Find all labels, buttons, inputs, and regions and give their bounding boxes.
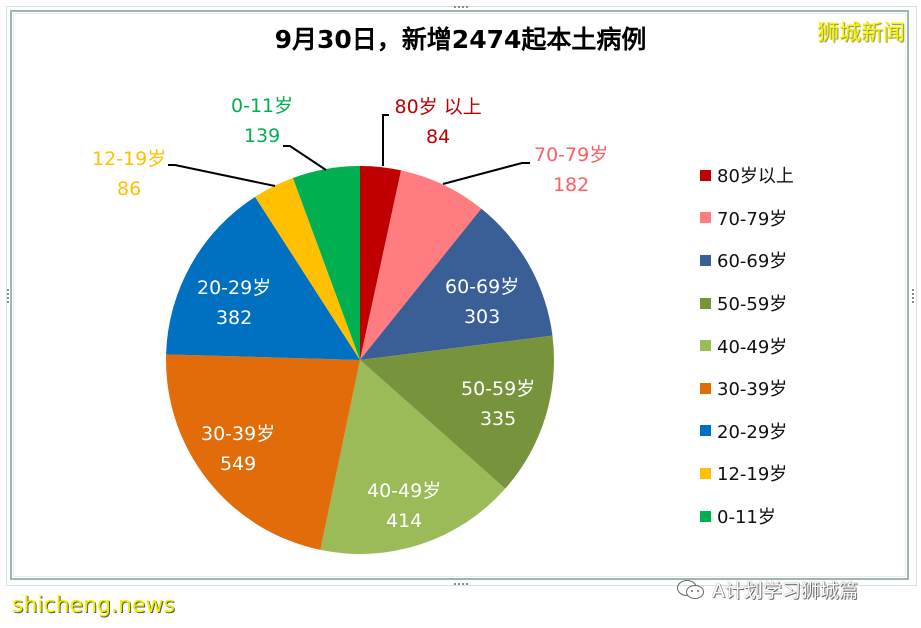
legend-item: 20-29岁 [700,410,794,453]
legend-label: 60-69岁 [717,251,788,273]
resize-handle-top[interactable] [454,6,468,8]
legend-swatch-icon [700,169,711,181]
legend-item: 0-11岁 [700,495,794,538]
watermark-bottom-left: shicheng.news [12,593,175,618]
data-label-category: 30-39岁 [201,423,276,445]
legend-swatch-icon [700,297,711,309]
data-label: 0-11岁 139 [231,91,293,151]
legend-swatch-icon [700,382,711,394]
data-label-value: 303 [463,306,501,328]
legend-label: 40-49岁 [717,336,788,358]
legend-label: 0-11岁 [717,507,776,529]
pie-slice [320,360,506,555]
legend-item: 12-19岁 [700,452,794,495]
leader-line [168,164,276,187]
watermark-top-right: 狮城新闻 [816,21,905,46]
data-label: 70-79岁 182 [534,140,608,200]
data-label-value: 86 [117,178,142,200]
pie-slice [166,196,360,360]
legend-item: 70-79岁 [700,197,794,240]
data-label-category: 12-19岁 [92,148,167,170]
data-label: 80岁 以上 84 [395,92,482,152]
data-label-value: 182 [552,174,590,196]
pie-slices [165,166,555,555]
data-label: 30-39岁 549 [201,419,275,479]
data-label-value: 382 [215,307,253,329]
wechat-icon [677,579,704,599]
data-label: 12-19岁 86 [92,144,166,204]
legend-swatch-icon [700,510,711,522]
data-label-value: 414 [385,510,423,532]
pie-slice [360,208,553,360]
legend-label: 50-59岁 [717,294,788,316]
leader-lines [168,114,530,187]
legend: 80岁以上 70-79岁 60-69岁 50-59岁 40-49岁 30-39岁… [700,154,794,537]
leader-line [283,145,327,171]
data-label-value: 549 [219,453,257,475]
legend-label: 30-39岁 [717,379,788,401]
watermark-bottom-right: A计划学习狮城篇 [676,576,858,603]
watermark-text: A计划学习狮城篇 [712,580,858,602]
data-label-category: 80岁 以上 [394,96,482,118]
resize-handle-bottom[interactable] [454,583,468,585]
data-label: 40-49岁 414 [367,476,441,536]
chart-title: 9月30日，新增2474起本土病例 [274,25,647,54]
resize-handle-left[interactable] [7,289,9,303]
pie-slice [360,166,402,360]
legend-swatch-icon [700,467,711,479]
chart-border [10,10,909,580]
pie-slice [360,170,482,360]
data-label-category: 60-69岁 [445,276,520,298]
legend-label: 12-19岁 [717,464,788,486]
data-label-category: 50-59岁 [461,378,536,400]
leader-line [442,162,530,185]
data-label-value: 335 [479,408,517,430]
data-label-category: 70-79岁 [534,144,609,166]
leader-line [382,114,389,166]
chart-area [13,13,906,577]
data-label-value: 139 [243,125,281,147]
legend-item: 50-59岁 [700,282,794,325]
legend-label: 70-79岁 [717,208,788,230]
legend-swatch-icon [700,340,711,352]
legend-swatch-icon [700,212,711,224]
legend-item: 40-49岁 [700,324,794,367]
data-label: 50-59岁 335 [461,374,535,434]
pie-slice [292,166,360,360]
legend-item: 60-69岁 [700,239,794,282]
legend-label: 80岁以上 [717,166,794,188]
legend-swatch-icon [700,425,711,437]
data-label-category: 0-11岁 [231,95,294,117]
data-label-category: 20-29岁 [197,277,272,299]
data-label-category: 40-49岁 [367,480,442,502]
legend-item: 80岁以上 [700,154,794,197]
data-label-value: 84 [426,126,451,148]
legend-item: 30-39岁 [700,367,794,410]
pie-slice [165,354,360,550]
legend-label: 20-29岁 [717,421,788,443]
pie-slice [255,177,360,360]
resize-handle-right[interactable] [912,289,914,303]
data-label: 60-69岁 303 [445,272,519,332]
pie-slice [360,335,555,489]
legend-swatch-icon [700,254,711,266]
data-label: 20-29岁 382 [197,273,271,333]
